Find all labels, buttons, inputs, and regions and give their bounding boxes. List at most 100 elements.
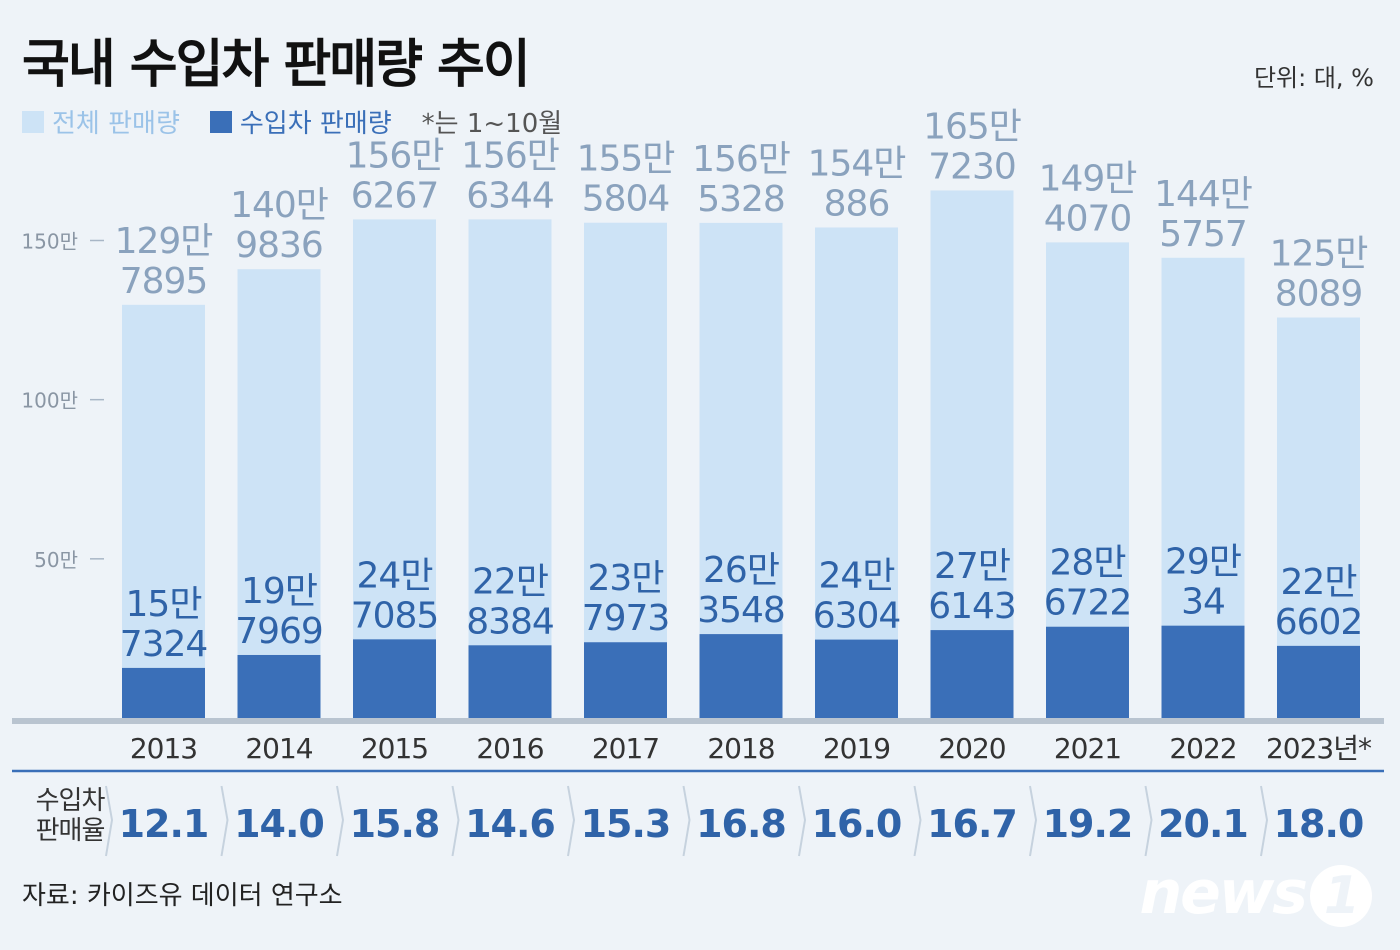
total-label-line2: 5328	[697, 179, 785, 220]
import-bar	[353, 639, 436, 718]
rate-separator	[220, 785, 229, 857]
x-tick-label: 2023년*	[1266, 732, 1372, 765]
import-label-line2: 7973	[582, 598, 670, 639]
total-label-line1: 155만	[577, 139, 675, 180]
total-label-line2: 6344	[466, 175, 554, 216]
rate-separator	[451, 785, 460, 857]
x-tick-label: 2019	[823, 732, 890, 765]
total-label-line2: 7895	[120, 261, 208, 302]
total-bar	[930, 190, 1014, 718]
total-label-line2: 9836	[235, 225, 323, 266]
import-label-line2: 6143	[928, 586, 1016, 627]
legend-import-swatch	[209, 110, 232, 133]
x-tick-label: 2014	[245, 732, 312, 765]
x-tick-label: 2015	[361, 732, 428, 765]
rate-value: 20.1	[1158, 802, 1248, 846]
total-label-line2: 886	[824, 183, 890, 224]
import-label-line2: 34	[1181, 582, 1225, 623]
import-label-line2: 3548	[697, 590, 785, 631]
rate-separator	[336, 785, 345, 857]
rate-value: 15.3	[581, 802, 671, 846]
x-tick-label: 2021	[1054, 732, 1121, 765]
total-label-line1: 129만	[115, 221, 213, 262]
page-title: 국내 수입차 판매량 추이	[22, 35, 531, 95]
legend-import: 수입차 판매량	[209, 103, 392, 140]
rate-value: 15.8	[350, 802, 440, 846]
total-label-line1: 156만	[346, 135, 444, 176]
import-label-line1: 23만	[588, 558, 664, 599]
total-label-line1: 165만	[923, 106, 1021, 147]
rate-separator	[105, 785, 114, 857]
legend-import-label: 수입차 판매량	[239, 109, 392, 139]
rate-value: 16.7	[927, 802, 1017, 846]
rate-value: 16.8	[696, 802, 786, 846]
total-label-line1: 149만	[1039, 158, 1137, 199]
import-label-line1: 27만	[934, 546, 1010, 587]
rate-title-line1: 수입차	[35, 786, 106, 816]
import-label-line2: 7324	[120, 624, 208, 665]
y-tick-label: 100만	[21, 389, 78, 413]
import-bar	[1161, 625, 1245, 718]
news1-logo: news 1	[1139, 858, 1372, 928]
x-tick-label: 2022	[1169, 732, 1236, 765]
unit-label: 단위: 대, %	[1253, 64, 1374, 92]
import-label-line1: 19만	[241, 571, 317, 612]
import-label-line2: 7969	[235, 611, 323, 652]
rate-title-line2: 판매율	[35, 816, 106, 846]
y-tick-label: 50만	[34, 548, 78, 572]
import-label-line1: 22만	[1281, 562, 1357, 603]
total-label-line1: 144만	[1154, 174, 1252, 215]
y-tick-label: 150만	[21, 230, 78, 254]
import-bar	[699, 634, 783, 718]
logo-text: news	[1139, 858, 1308, 928]
total-label-line2: 5804	[582, 179, 670, 220]
legend: 전체 판매량 수입차 판매량 *는 1~10월	[22, 103, 562, 140]
rate-separator	[1260, 785, 1269, 857]
import-label-line2: 6722	[1044, 583, 1132, 624]
import-label-line2: 7085	[351, 595, 439, 636]
import-label-line1: 15만	[126, 584, 202, 625]
import-bar	[1046, 626, 1129, 718]
import-bar	[815, 639, 898, 718]
x-tick-label: 2020	[938, 732, 1005, 765]
total-label-line2: 8089	[1275, 274, 1363, 315]
total-bar	[353, 219, 436, 718]
total-label-line1: 156만	[461, 135, 559, 176]
rate-separator	[1029, 785, 1038, 857]
import-label-line1: 24만	[819, 556, 895, 597]
legend-total-swatch	[22, 110, 44, 133]
import-label-line1: 22만	[472, 561, 548, 602]
rate-value: 18.0	[1274, 802, 1364, 846]
import-bar	[237, 654, 321, 718]
total-label-line1: 125만	[1270, 234, 1368, 275]
import-label-line2: 6304	[813, 596, 901, 637]
total-bar	[122, 304, 205, 718]
import-label-line2: 8384	[466, 601, 554, 642]
logo-one: 1	[1310, 865, 1372, 927]
baseline	[12, 718, 1384, 724]
total-label-line2: 6267	[351, 175, 439, 216]
import-label-line1: 26만	[703, 550, 779, 591]
total-label-line1: 156만	[692, 139, 790, 180]
rate-separator	[798, 785, 807, 857]
total-label-line1: 154만	[808, 143, 906, 184]
x-tick-label: 2016	[476, 732, 543, 765]
rate-separator	[567, 785, 576, 857]
rate-value: 19.2	[1043, 802, 1133, 846]
import-bar	[1277, 645, 1360, 718]
import-bar	[122, 667, 205, 718]
total-bar	[815, 227, 898, 718]
legend-note: *는 1~10월	[421, 109, 563, 139]
import-bar	[584, 642, 667, 718]
total-bar	[584, 222, 667, 719]
x-tick-label: 2017	[592, 732, 659, 765]
import-bar	[930, 630, 1014, 718]
total-bar	[237, 269, 321, 718]
legend-total: 전체 판매량	[22, 103, 180, 140]
total-label-line1: 140만	[230, 185, 328, 226]
rate-value: 12.1	[119, 802, 209, 846]
import-label-line1: 28만	[1050, 543, 1126, 584]
x-tick-label: 2013	[130, 732, 197, 765]
total-label-line2: 7230	[928, 146, 1016, 187]
